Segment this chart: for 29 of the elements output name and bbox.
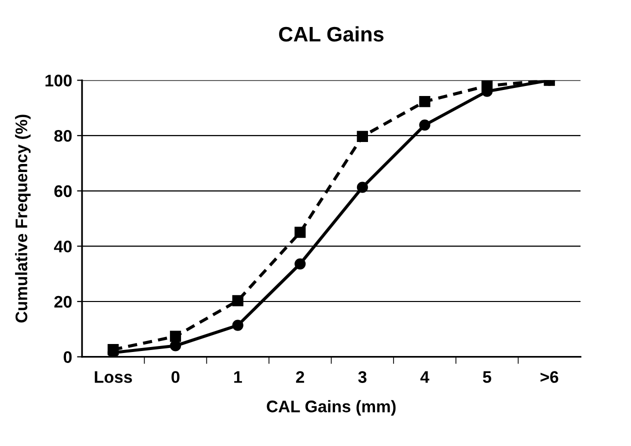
x-axis-title: CAL Gains (mm) [266, 400, 396, 416]
point [419, 96, 430, 108]
y-axis-title: Cumulative Frequency (%) [15, 114, 31, 322]
y-tick-label: 80 [54, 130, 72, 142]
x-tick-label: 5 [482, 371, 492, 383]
point [294, 258, 306, 270]
point [232, 320, 244, 331]
y-tick-label: 40 [54, 240, 72, 252]
point [419, 120, 430, 131]
x-tick-label: 2 [296, 371, 304, 383]
y-tick-label: 20 [54, 296, 72, 308]
point [356, 130, 368, 142]
point [108, 344, 119, 356]
point [232, 295, 244, 306]
point [294, 226, 306, 238]
x-tick-label: Loss [94, 371, 132, 383]
point [356, 182, 368, 193]
point [481, 80, 493, 92]
x-tick-label: 0 [172, 371, 180, 383]
point [170, 340, 182, 352]
y-tick-label: 0 [64, 351, 72, 364]
chart-title: CAL Gains [279, 26, 384, 42]
x-tick-label: 4 [420, 371, 430, 383]
y-tick-label: 60 [54, 185, 72, 198]
x-tick-label: >6 [540, 371, 558, 383]
x-tick-label: 1 [234, 371, 242, 383]
x-tick-label: 3 [358, 371, 366, 383]
point [170, 330, 182, 342]
y-tick-label: 100 [46, 74, 72, 86]
